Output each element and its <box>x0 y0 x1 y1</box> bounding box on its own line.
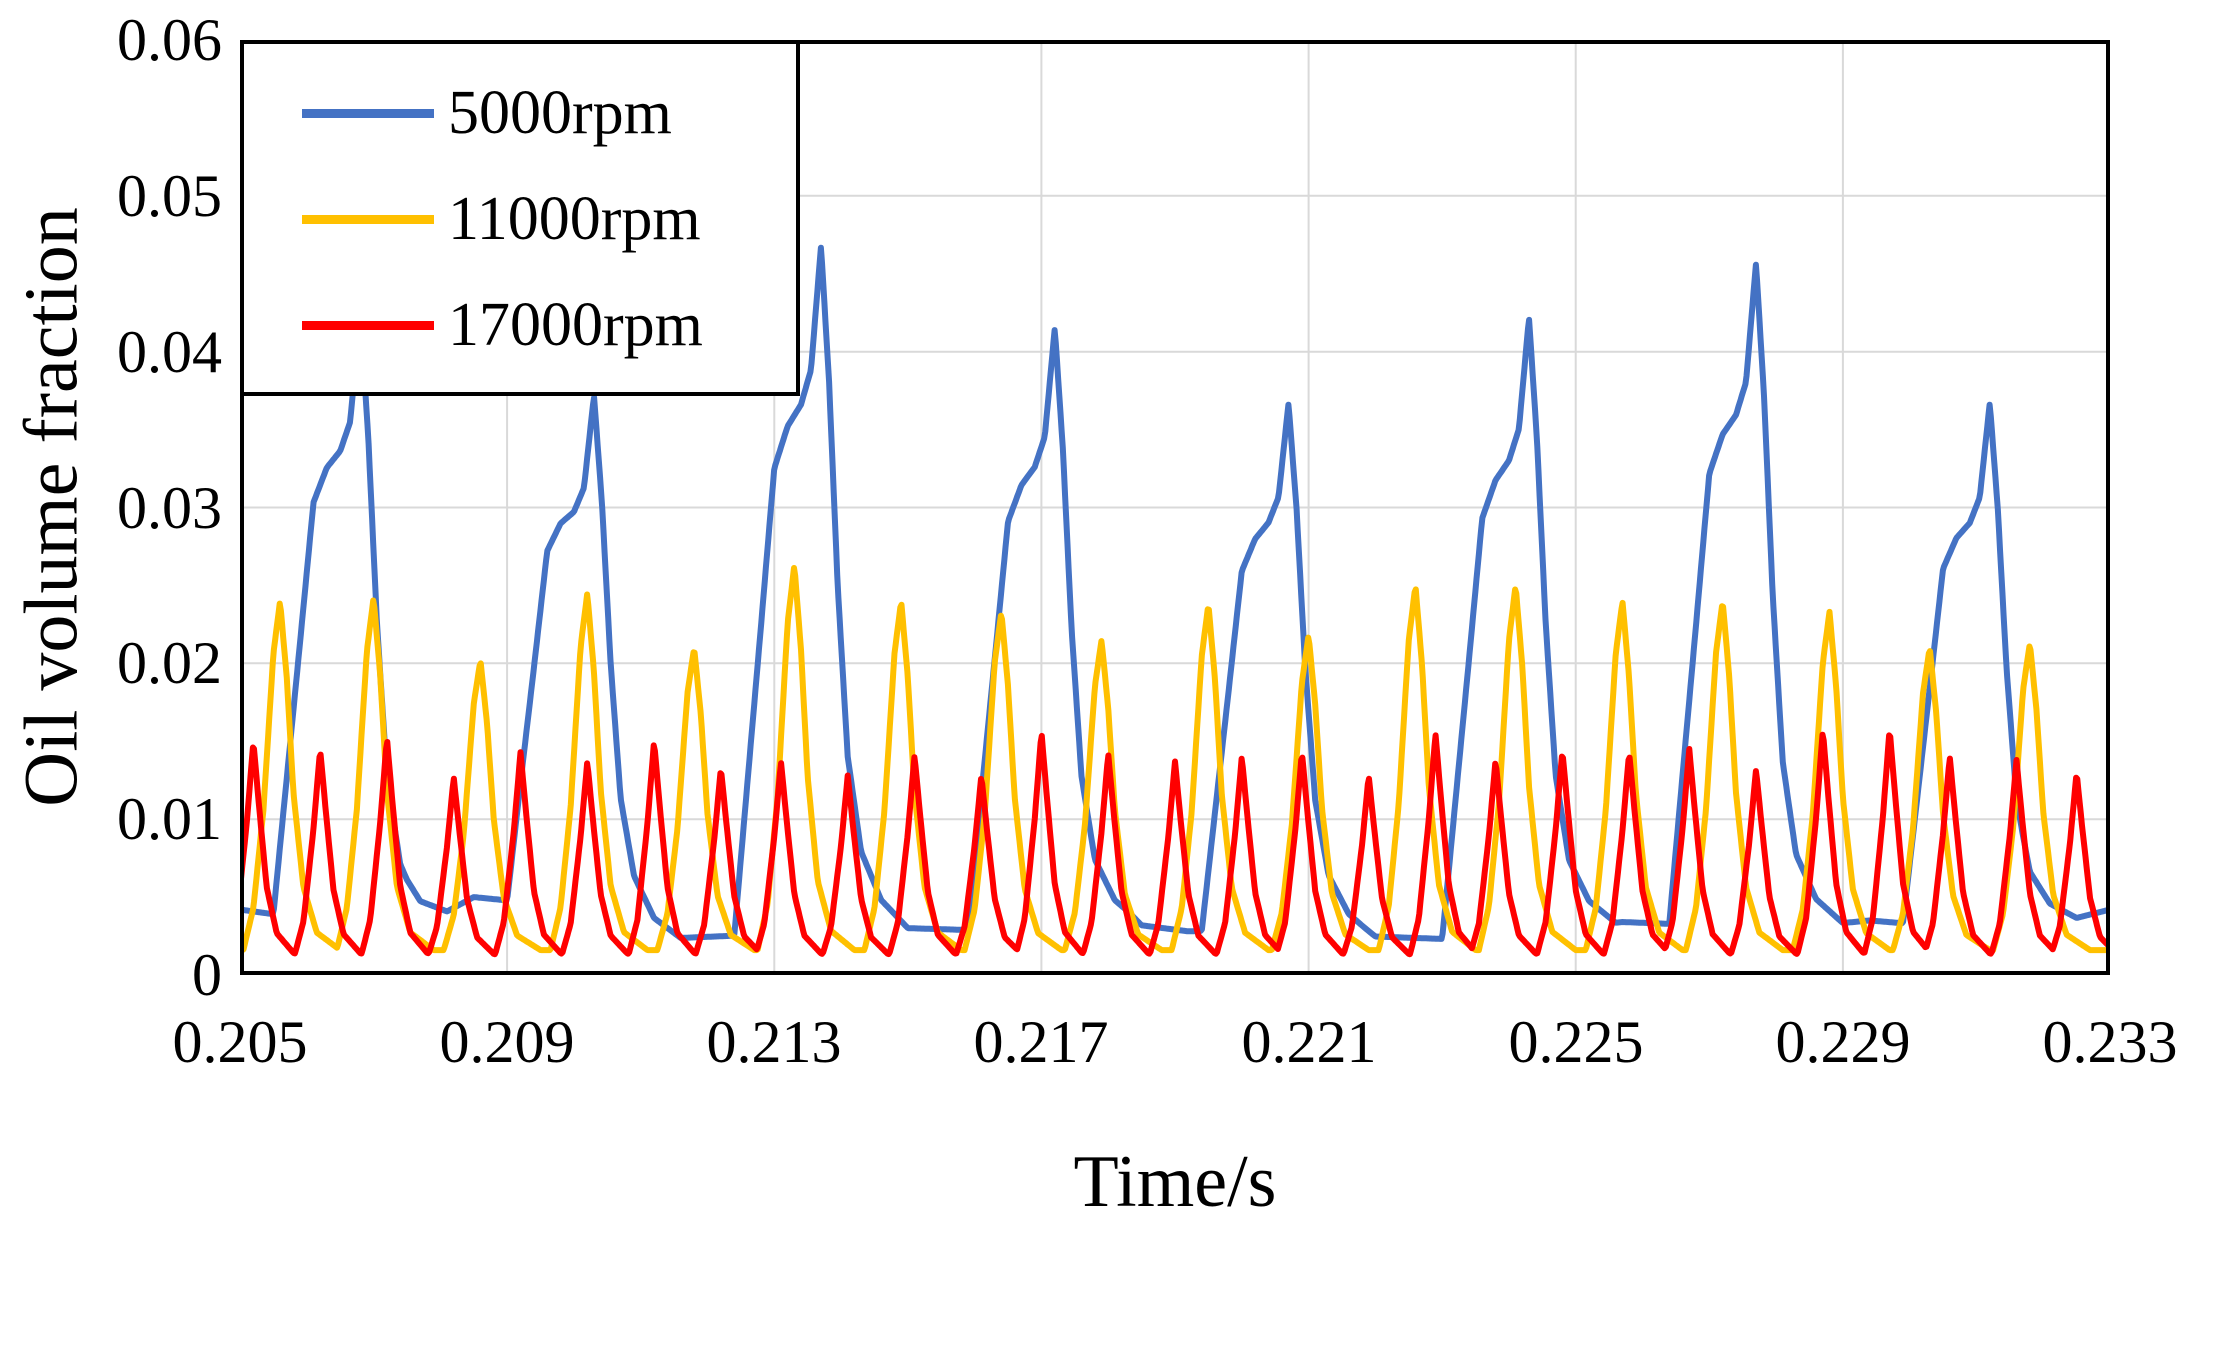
legend-entry: 5000rpm <box>302 66 786 160</box>
y-tick-label: 0.06 <box>117 7 222 73</box>
y-tick-label: 0.05 <box>117 163 222 229</box>
x-tick-label: 0.213 <box>706 1009 842 1075</box>
x-tick-label: 0.209 <box>439 1009 575 1075</box>
x-tick-label: 0.225 <box>1508 1009 1644 1075</box>
x-tick-label: 0.205 <box>172 1009 308 1075</box>
y-tick-label: 0.02 <box>117 630 222 696</box>
x-tick-label: 0.229 <box>1775 1009 1911 1075</box>
y-tick-label: 0.01 <box>117 786 222 852</box>
legend-entry: 17000rpm <box>302 278 786 372</box>
legend-entry: 11000rpm <box>302 172 786 266</box>
legend-label: 11000rpm <box>448 185 701 253</box>
legend: 5000rpm 11000rpm 17000rpm <box>240 40 800 396</box>
x-tick-label: 0.233 <box>2042 1009 2178 1075</box>
legend-line-sample <box>302 214 434 224</box>
series-line-17000rpm <box>240 731 2110 958</box>
y-tick-label: 0.03 <box>117 475 222 541</box>
legend-line-sample <box>302 108 434 118</box>
y-tick-label: 0.04 <box>117 319 222 385</box>
y-tick-label: 0 <box>192 942 222 1008</box>
legend-label: 17000rpm <box>448 291 703 359</box>
legend-label: 5000rpm <box>448 79 672 147</box>
plot-area: 5000rpm 11000rpm 17000rpm <box>240 40 2110 975</box>
x-tick-label: 0.217 <box>973 1009 1109 1075</box>
x-axis-title: Time/s <box>1073 1141 1277 1223</box>
plot-border <box>240 40 2110 975</box>
legend-line-sample <box>302 320 434 330</box>
x-tick-label: 0.221 <box>1241 1009 1377 1075</box>
